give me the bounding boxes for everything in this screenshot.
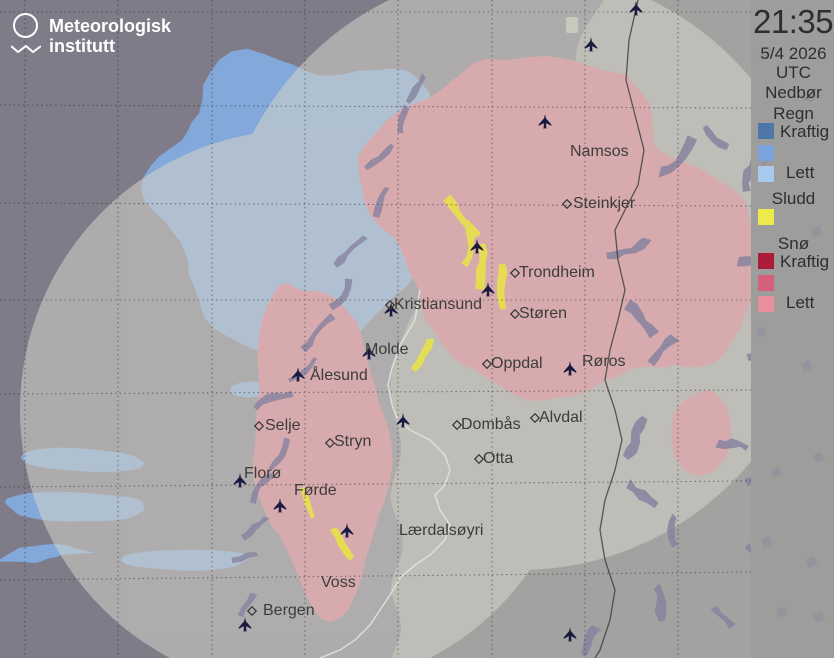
svg-text:Støren: Støren	[519, 305, 567, 322]
svg-text:Førde: Førde	[294, 482, 337, 499]
svg-text:Selje: Selje	[265, 417, 301, 434]
svg-text:Voss: Voss	[321, 574, 356, 591]
svg-text:Trondheim: Trondheim	[519, 264, 595, 281]
svg-text:Namsos: Namsos	[570, 143, 629, 160]
svg-text:Kristiansund: Kristiansund	[394, 296, 482, 313]
svg-text:Florø: Florø	[244, 465, 282, 482]
svg-text:Molde: Molde	[365, 341, 409, 358]
svg-text:Bergen: Bergen	[263, 602, 315, 619]
svg-text:Stryn: Stryn	[334, 433, 371, 450]
svg-text:Ålesund: Ålesund	[310, 365, 368, 384]
svg-text:Oppdal: Oppdal	[491, 355, 543, 372]
svg-text:Alvdal: Alvdal	[539, 409, 583, 426]
svg-text:Lærdalsøyri: Lærdalsøyri	[399, 522, 483, 539]
svg-text:Dombås: Dombås	[461, 415, 521, 433]
svg-text:Røros: Røros	[582, 353, 626, 370]
svg-text:Otta: Otta	[483, 450, 513, 467]
svg-text:Steinkjer: Steinkjer	[573, 195, 636, 212]
